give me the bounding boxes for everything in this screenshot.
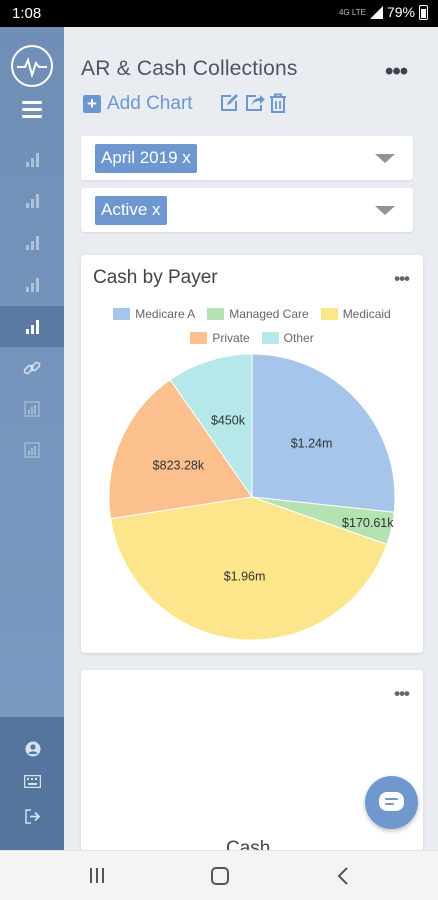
logout-icon[interactable] bbox=[24, 809, 41, 826]
home-icon[interactable] bbox=[211, 867, 229, 885]
pie-data-label: $170.61k bbox=[342, 516, 394, 530]
share-icon[interactable] bbox=[244, 93, 265, 113]
legend-item[interactable]: Medicaid bbox=[320, 307, 391, 321]
legend-label: Private bbox=[212, 331, 250, 345]
legend-swatch bbox=[320, 308, 338, 320]
bar-chart-icon bbox=[25, 235, 39, 250]
chart-legend-row-2: Private Other bbox=[81, 331, 423, 345]
pie-slice[interactable] bbox=[110, 496, 388, 641]
pie-chart[interactable]: $1.24m $170.61k $1.96m $823.28k $450k bbox=[106, 351, 398, 643]
pie-slice[interactable] bbox=[169, 353, 253, 499]
chevron-down-icon[interactable] bbox=[375, 206, 395, 215]
report-icon bbox=[24, 441, 40, 458]
app-logo-icon[interactable] bbox=[11, 45, 53, 87]
chart-more-icon[interactable]: ••• bbox=[394, 684, 410, 703]
legend-label: Medicare A bbox=[135, 307, 196, 321]
pie-data-label: $1.96m bbox=[224, 570, 266, 584]
bar-chart-icon bbox=[25, 277, 39, 292]
pie-slice[interactable] bbox=[251, 353, 396, 513]
system-nav-bar bbox=[0, 850, 438, 900]
user-icon[interactable] bbox=[24, 741, 41, 758]
date-filter-select[interactable]: April 2019 x bbox=[81, 136, 413, 180]
sidebar-item-report-1[interactable] bbox=[0, 388, 64, 429]
status-indicators: 4G LTE 79% bbox=[339, 4, 428, 20]
second-chart-card: ••• Cash bbox=[81, 670, 423, 860]
bar-chart-icon bbox=[25, 152, 39, 167]
pie-data-label: $450k bbox=[211, 414, 246, 428]
back-icon[interactable] bbox=[337, 867, 349, 885]
network-indicator: 4G LTE bbox=[338, 7, 366, 17]
edit-icon[interactable] bbox=[219, 93, 239, 113]
legend-label: Other bbox=[283, 331, 314, 345]
page-title: AR & Cash Collections bbox=[81, 57, 298, 80]
menu-icon[interactable] bbox=[22, 101, 42, 122]
pie-data-label: $1.24m bbox=[291, 436, 333, 450]
chevron-down-icon[interactable] bbox=[375, 154, 395, 163]
bar-chart-icon bbox=[25, 319, 39, 334]
legend-swatch bbox=[261, 332, 279, 344]
battery-icon bbox=[419, 4, 428, 20]
sidebar-item-chart-2[interactable] bbox=[0, 180, 64, 221]
chart-legend-row-1: Medicare A Managed Care Medicaid bbox=[81, 307, 423, 321]
keyboard-icon[interactable] bbox=[23, 774, 42, 792]
legend-swatch bbox=[113, 308, 131, 320]
filter-chip-date[interactable]: April 2019 x bbox=[95, 144, 197, 173]
chart-toolbar bbox=[219, 93, 289, 113]
filter-chip-status[interactable]: Active x bbox=[95, 196, 167, 225]
add-chart-label: Add Chart bbox=[107, 93, 193, 114]
pie-slice[interactable] bbox=[108, 378, 253, 520]
chat-button[interactable] bbox=[365, 776, 418, 829]
sidebar-item-chart-3[interactable] bbox=[0, 222, 64, 263]
sidebar-item-chart-4[interactable] bbox=[0, 264, 64, 305]
chart-title: Cash by Payer bbox=[93, 267, 218, 288]
sidebar-item-chart-1[interactable] bbox=[0, 139, 64, 180]
legend-item[interactable]: Private bbox=[190, 331, 250, 345]
signal-icon bbox=[369, 5, 383, 19]
status-filter-select[interactable]: Active x bbox=[81, 188, 413, 232]
delete-icon[interactable] bbox=[269, 93, 289, 113]
chat-icon bbox=[379, 792, 404, 811]
bar-chart-icon bbox=[25, 193, 39, 208]
status-time: 1:08 bbox=[12, 5, 42, 22]
link-icon bbox=[23, 361, 41, 374]
legend-label: Managed Care bbox=[229, 307, 309, 321]
more-options-icon[interactable]: ••• bbox=[385, 58, 408, 85]
sidebar-item-report-2[interactable] bbox=[0, 429, 64, 470]
legend-swatch bbox=[207, 308, 225, 320]
legend-swatch bbox=[190, 332, 208, 344]
chart-card: Cash by Payer ••• Medicare A Managed Car… bbox=[81, 255, 423, 653]
legend-item[interactable]: Medicare A bbox=[113, 307, 195, 321]
sidebar bbox=[0, 27, 64, 850]
legend-item[interactable]: Managed Care bbox=[207, 307, 309, 321]
status-bar: 1:08 4G LTE 79% bbox=[0, 0, 438, 27]
legend-item[interactable]: Other bbox=[261, 331, 314, 345]
legend-label: Medicaid bbox=[342, 307, 391, 321]
report-icon bbox=[24, 400, 40, 417]
plus-icon: + bbox=[83, 95, 101, 113]
sidebar-item-chart-5[interactable] bbox=[0, 306, 64, 347]
pie-data-label: $823.28k bbox=[153, 458, 205, 472]
add-chart-button[interactable]: + Add Chart bbox=[83, 93, 193, 115]
chart-more-icon[interactable]: ••• bbox=[394, 269, 410, 288]
recent-apps-icon[interactable] bbox=[90, 868, 104, 883]
battery-percent: 79% bbox=[386, 4, 415, 20]
sidebar-footer bbox=[0, 717, 64, 850]
sidebar-item-link[interactable] bbox=[0, 347, 64, 388]
